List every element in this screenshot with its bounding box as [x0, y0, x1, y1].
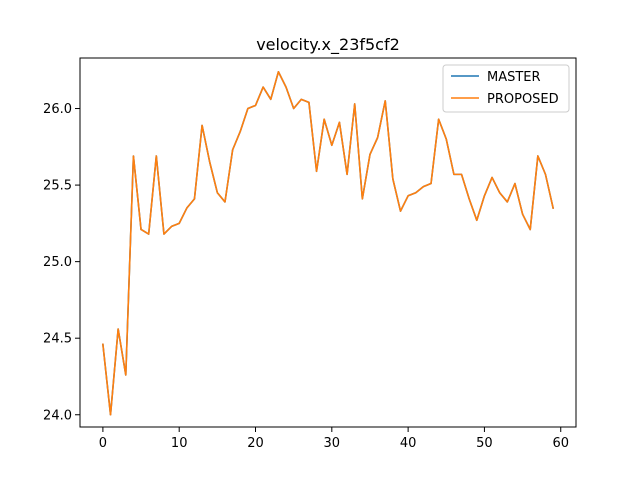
- x-axis: 0 10 20 30 40 50 60: [99, 427, 569, 451]
- plot-frame: [79, 57, 577, 428]
- x-tick-label: 0: [99, 436, 107, 451]
- legend-label-master: MASTER: [487, 70, 541, 85]
- x-tick-label: 50: [476, 436, 493, 451]
- x-tick-label: 30: [324, 436, 341, 451]
- chart-title: velocity.x_23f5cf2: [256, 35, 400, 55]
- legend: MASTER PROPOSED: [442, 64, 570, 113]
- x-tick-label: 60: [552, 436, 569, 451]
- x-tick-label: 20: [247, 436, 264, 451]
- y-tick-label: 24.0: [43, 408, 72, 423]
- y-tick-label: 24.5: [43, 332, 72, 347]
- y-axis: 24.0 24.5 25.0 25.5 26.0: [43, 102, 80, 423]
- y-tick-label: 25.0: [43, 255, 72, 270]
- series-line-proposed: [102, 70, 555, 416]
- y-tick-label: 25.5: [43, 179, 72, 194]
- x-tick-label: 40: [400, 436, 417, 451]
- legend-label-proposed: PROPOSED: [487, 92, 559, 107]
- x-tick-label: 10: [171, 436, 188, 451]
- y-tick-label: 26.0: [43, 102, 72, 117]
- plot-lines: [102, 70, 555, 416]
